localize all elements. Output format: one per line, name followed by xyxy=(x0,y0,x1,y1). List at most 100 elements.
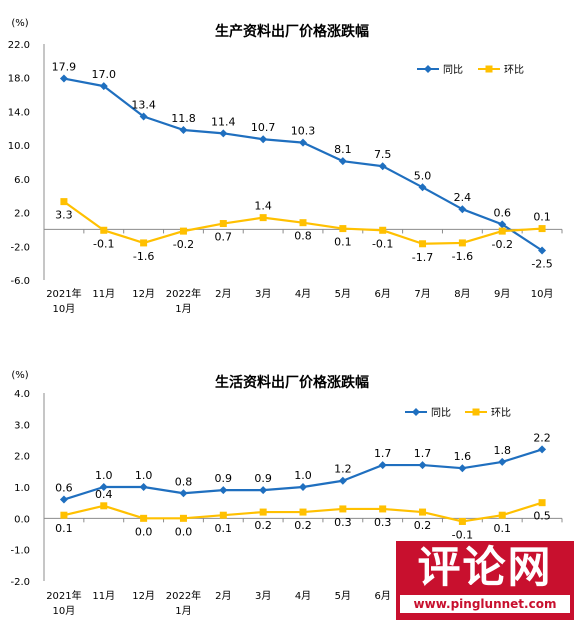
chart2-point-yoy xyxy=(538,445,547,454)
chart2-x-tick-label: 5月 xyxy=(335,590,351,602)
chart2-data-label: 0.1 xyxy=(215,522,233,535)
chart1-data-label: 17.9 xyxy=(52,61,77,74)
chart1-point-yoy xyxy=(338,157,347,166)
chart1-y-tick-label: 14.0 xyxy=(8,107,30,118)
chart2-data-label: 0.9 xyxy=(215,472,233,485)
chart1-x-tick-label: 4月 xyxy=(295,288,311,300)
chart1-x-tick-label: 11月 xyxy=(92,288,115,300)
chart1-x-tick-label: 1月 xyxy=(175,303,191,315)
chart2-point-mom xyxy=(339,505,347,513)
chart2-point-yoy xyxy=(139,483,148,491)
chart1-point-mom xyxy=(140,239,148,247)
chart1-point-yoy xyxy=(538,246,547,255)
chart2-legend-marker xyxy=(472,408,480,416)
chart2-x-tick-label: 6月 xyxy=(375,590,391,602)
chart1-data-label: -1.6 xyxy=(133,250,154,263)
chart2-legend-marker xyxy=(412,408,420,416)
chart2-point-mom xyxy=(458,517,466,525)
chart1-y-tick-label: 18.0 xyxy=(8,74,30,85)
chart2-data-label: -0.1 xyxy=(452,528,473,541)
chart1-point-mom xyxy=(60,198,68,206)
chart1-data-label: -1.7 xyxy=(412,251,433,264)
chart2-point-mom xyxy=(60,511,68,519)
chart1-y-tick-label: 2.0 xyxy=(14,209,30,220)
chart2-data-label: 0.2 xyxy=(414,519,432,532)
chart1-point-mom xyxy=(458,239,466,247)
chart1-point-mom xyxy=(100,226,108,234)
chart2-point-yoy xyxy=(99,483,108,491)
chart2-data-label: 1.0 xyxy=(95,469,113,482)
chart2-point-yoy xyxy=(299,483,307,491)
chart1-point-mom xyxy=(419,240,427,248)
chart2-point-yoy xyxy=(179,489,188,498)
chart2-data-label: 1.7 xyxy=(414,447,432,460)
chart1-point-yoy xyxy=(259,135,268,144)
chart2-y-tick-label: 1.0 xyxy=(14,483,30,494)
chart1-x-tick-label: 3月 xyxy=(255,288,271,300)
chart1-point-mom xyxy=(498,227,506,235)
chart2-x-tick-label: 10月 xyxy=(53,605,76,617)
chart1-data-label: 0.1 xyxy=(533,211,551,224)
chart2-data-label: 1.2 xyxy=(334,463,352,476)
chart2-data-label: 1.0 xyxy=(135,469,153,482)
chart2-y-tick-label: -2.0 xyxy=(10,577,30,588)
chart2-point-yoy xyxy=(418,461,427,470)
chart1-x-tick-label: 6月 xyxy=(375,288,391,300)
chart1-data-label: 17.0 xyxy=(92,68,117,81)
chart1-data-label: 3.3 xyxy=(55,209,73,222)
chart1-data-label: 0.7 xyxy=(215,231,233,244)
chart2-point-yoy xyxy=(378,461,387,470)
chart2-point-yoy xyxy=(498,457,507,466)
chart1-point-mom xyxy=(339,225,347,233)
chart1-x-tick-label: 2022年 xyxy=(166,287,201,300)
chart1-data-label: -2.5 xyxy=(531,258,552,271)
chart2-x-tick-label: 2022年 xyxy=(166,589,201,602)
chart2-point-mom xyxy=(379,505,387,513)
chart2-y-tick-label: 0.0 xyxy=(14,514,30,525)
chart1-point-mom xyxy=(379,226,387,234)
chart1-point-yoy xyxy=(378,162,387,171)
chart2-y-tick-label: 2.0 xyxy=(14,452,30,463)
chart2-point-yoy xyxy=(259,486,268,495)
chart2-point-mom xyxy=(419,508,427,516)
chart1-y-tick-label: 10.0 xyxy=(8,141,30,152)
chart1-y-tick-label: 22.0 xyxy=(8,40,30,51)
chart2-data-label: 0.2 xyxy=(294,519,312,532)
chart2-point-mom xyxy=(538,499,546,507)
watermark-logo: 评论网 www.pinglunnet.com xyxy=(396,541,574,620)
chart1-point-mom xyxy=(538,225,546,233)
chart1-legend-marker xyxy=(424,65,432,73)
chart1-point-yoy xyxy=(498,220,507,229)
chart1-x-tick-label: 7月 xyxy=(414,288,430,300)
chart2-data-label: 0.9 xyxy=(254,472,272,485)
chart2-data-label: 1.6 xyxy=(454,450,472,463)
chart1-point-mom xyxy=(259,214,267,222)
chart2-point-yoy xyxy=(338,476,347,485)
chart2-data-label: 0.0 xyxy=(135,525,153,538)
chart1-x-tick-label: 12月 xyxy=(132,288,155,300)
chart1-y-tick-label: -2.0 xyxy=(10,242,30,253)
chart2-y-tick-label: 4.0 xyxy=(14,389,30,400)
chart2-x-tick-label: 11月 xyxy=(92,590,115,602)
chart1-data-label: -0.2 xyxy=(491,238,512,251)
chart1-x-tick-label: 9月 xyxy=(494,288,510,300)
chart1-data-label: -0.2 xyxy=(173,238,194,251)
chart1-data-label: 0.6 xyxy=(493,206,511,219)
chart2-data-label: 0.6 xyxy=(55,482,73,495)
chart1-unit-label: (%) xyxy=(11,18,28,29)
chart1-data-label: 2.4 xyxy=(454,191,472,204)
chart2-data-label: 0.2 xyxy=(254,519,272,532)
chart2-y-tick-label: 3.0 xyxy=(14,420,30,431)
chart2-x-tick-label: 3月 xyxy=(255,590,271,602)
chart2-x-tick-label: 4月 xyxy=(295,590,311,602)
chart2-y-tick-label: -1.0 xyxy=(10,546,30,557)
chart2-legend-label: 同比 xyxy=(431,407,451,419)
chart1-point-yoy xyxy=(59,74,68,83)
chart2-data-label: 0.4 xyxy=(95,488,113,501)
chart2-data-label: 1.8 xyxy=(493,444,511,457)
chart1-point-yoy xyxy=(139,112,148,121)
chart1-y-tick-label: -6.0 xyxy=(10,276,30,287)
chart2-x-tick-label: 1月 xyxy=(175,605,191,617)
chart1-data-label: 11.8 xyxy=(171,112,196,125)
